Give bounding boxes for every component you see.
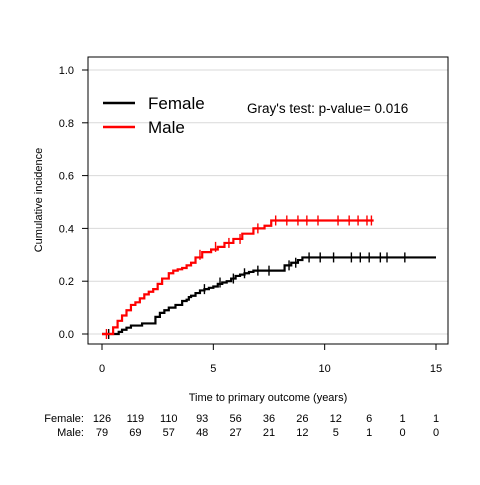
risk-value-0-5: 36 [263,413,275,425]
risk-value-0-4: 56 [229,413,241,425]
x-tick-label-0: 0 [99,363,105,375]
y-tick-label-5: 1.0 [59,65,74,77]
grid [88,69,448,335]
risk-value-0-1: 119 [127,413,145,425]
risk-value-1-9: 0 [400,427,406,439]
risk-value-0-2: 110 [160,413,178,425]
risk-value-1-8: 1 [366,427,372,439]
grays-test-annotation: Gray's test: p-value= 0.016 [247,101,408,116]
risk-row-label-0: Female: [44,413,84,425]
risk-value-0-3: 93 [196,413,208,425]
risk-value-0-7: 12 [330,413,342,425]
risk-value-1-10: 0 [433,427,439,439]
risk-value-1-6: 12 [296,427,308,439]
risk-value-1-1: 69 [129,427,141,439]
x-axis-title: Time to primary outcome (years) [189,392,348,404]
series-layer [102,215,436,339]
series-line-male [102,219,374,336]
y-tick-label-2: 0.4 [59,223,74,235]
risk-value-0-10: 1 [433,413,439,425]
axes: 0 5 10 15 0.0 0.2 0.4 0.6 0.8 1.0 [59,65,442,375]
x-tick-label-3: 15 [430,363,442,375]
risk-value-1-0: 79 [96,427,108,439]
legend: Female Male [103,94,205,137]
risk-value-1-2: 57 [163,427,175,439]
legend-label-female: Female [148,94,205,113]
legend-label-male: Male [148,118,185,137]
risk-row-label-1: Male: [57,427,84,439]
risk-value-0-0: 126 [93,413,111,425]
y-tick-label-4: 0.8 [59,118,74,130]
risk-value-0-8: 6 [366,413,372,425]
y-tick-label-3: 0.6 [59,171,74,183]
risk-value-1-3: 48 [196,427,208,439]
y-axis-title: Cumulative incidence [33,148,45,253]
risk-value-0-6: 26 [296,413,308,425]
risk-value-1-5: 21 [263,427,275,439]
risk-value-1-7: 5 [333,427,339,439]
risk-value-0-9: 1 [400,413,406,425]
risk-value-1-4: 27 [229,427,241,439]
x-tick-label-1: 5 [210,363,216,375]
y-tick-label-1: 0.2 [59,276,74,288]
x-tick-label-2: 10 [319,363,331,375]
y-tick-label-0: 0.0 [59,329,74,341]
